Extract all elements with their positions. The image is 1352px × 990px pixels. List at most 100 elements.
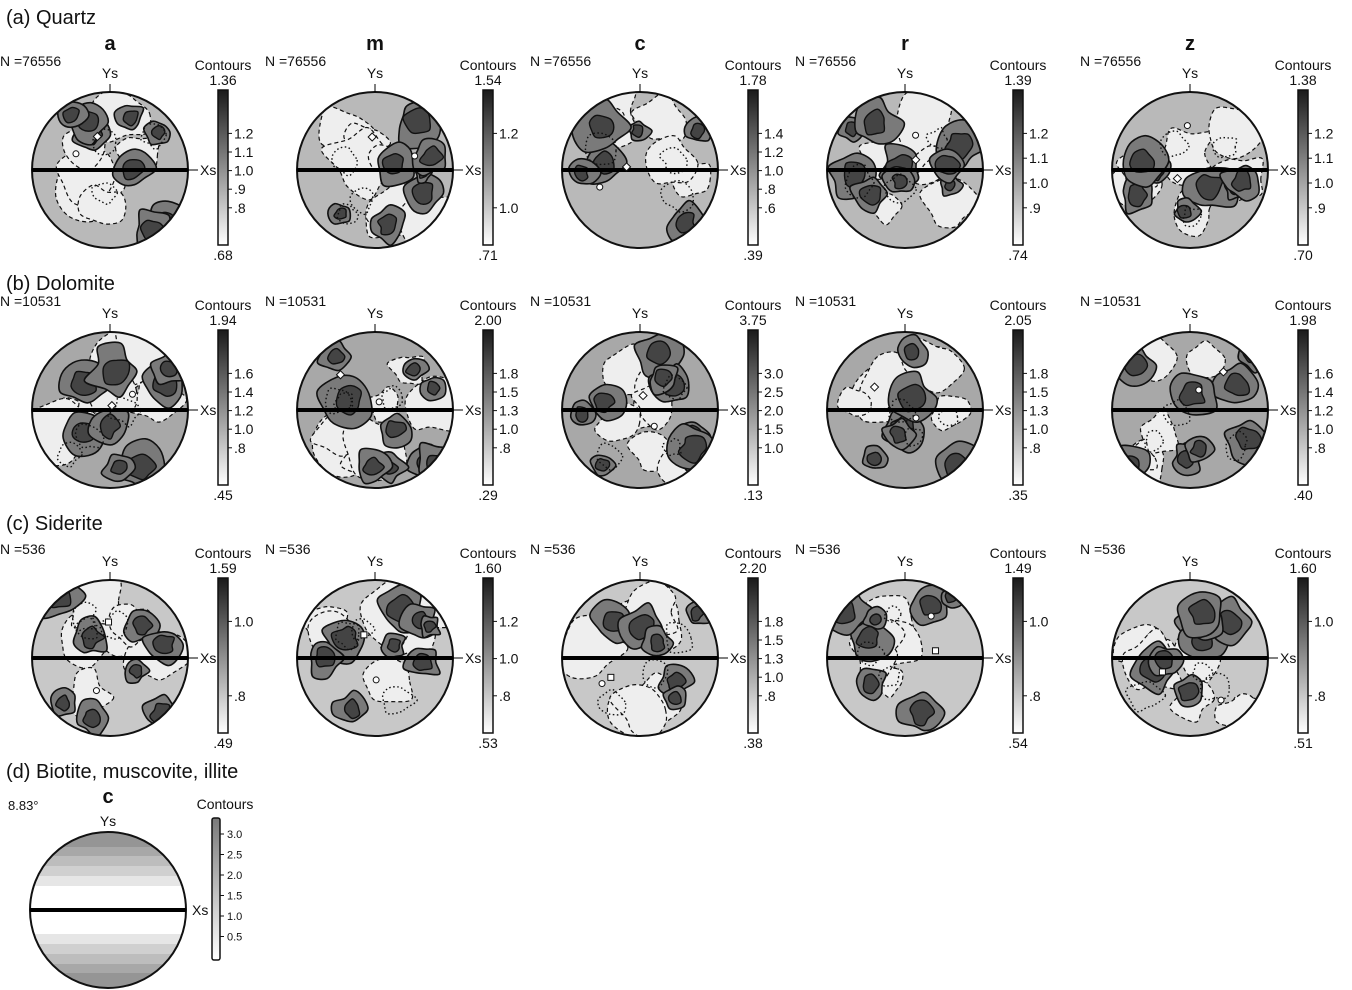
contour-colorbar bbox=[1297, 577, 1309, 734]
colorbar-max-label: 1.59 bbox=[209, 560, 236, 576]
ys-label: Ys bbox=[897, 65, 913, 81]
ys-label: Ys bbox=[632, 305, 648, 321]
xs-label: Xs bbox=[730, 650, 746, 666]
colorbar-tick-label: 1.8 bbox=[764, 613, 784, 629]
colorbar-tick-label: 1.2 bbox=[499, 613, 519, 629]
minimum-marker bbox=[1183, 122, 1191, 130]
xs-label: Xs bbox=[995, 650, 1011, 666]
contour-colorbar bbox=[747, 329, 759, 486]
minimum-marker bbox=[912, 131, 920, 139]
colorbar-tick-label: 1.0 bbox=[1029, 421, 1049, 437]
maximum-marker bbox=[92, 131, 103, 142]
minimum-marker bbox=[128, 390, 136, 398]
colorbar-tick-label: 1.0 bbox=[234, 421, 254, 437]
colorbar-max-label: 1.94 bbox=[209, 312, 236, 328]
colorbar-tick-label: 1.0 bbox=[1314, 613, 1334, 629]
minimum-marker bbox=[372, 676, 380, 684]
colorbar-tick-label: 1.4 bbox=[1314, 384, 1334, 400]
ys-label: Ys bbox=[367, 305, 383, 321]
n-count-label: N =536 bbox=[1080, 541, 1126, 557]
maximum-marker bbox=[367, 132, 377, 142]
colorbar-tick-label: .8 bbox=[234, 200, 246, 216]
colorbar-tick-label: 1.0 bbox=[1314, 421, 1334, 437]
colorbar-tick-label: 1.0 bbox=[499, 200, 519, 216]
colorbar-max-label: 1.78 bbox=[739, 72, 766, 88]
colorbar-tick-label: .9 bbox=[1029, 200, 1041, 216]
colorbar-tick-label: 1.5 bbox=[764, 421, 784, 437]
colorbar-tick-label: 1.4 bbox=[764, 125, 784, 141]
colorbar-tick-label: 1.1 bbox=[1029, 150, 1049, 166]
minimum-marker bbox=[650, 422, 658, 430]
minimum-marker bbox=[596, 183, 604, 191]
colorbar-tick-label: 1.2 bbox=[1314, 403, 1334, 419]
colorbar-max-label: 2.20 bbox=[739, 560, 766, 576]
contour-colorbar bbox=[1297, 89, 1309, 246]
minimum-marker bbox=[927, 612, 935, 620]
colorbar-tick-label: 1.2 bbox=[1029, 125, 1049, 141]
maximum-marker bbox=[1172, 173, 1183, 184]
n-count-label: N =10531 bbox=[530, 293, 591, 309]
ys-label: Ys bbox=[1182, 65, 1198, 81]
colorbar-min-label: .68 bbox=[213, 247, 233, 263]
colorbar-tick-label: 1.0 bbox=[764, 669, 784, 685]
colorbar-tick-label: 1.1 bbox=[234, 144, 254, 160]
colorbar-min-label: .54 bbox=[1008, 735, 1028, 751]
contours-label: Contours bbox=[990, 297, 1047, 313]
minimum-marker bbox=[1217, 696, 1225, 704]
ys-label: Ys bbox=[897, 553, 913, 569]
stereonet-density-fill bbox=[562, 580, 718, 736]
contour-colorbar bbox=[211, 817, 221, 961]
colorbar-tick-label: 1.6 bbox=[1314, 365, 1334, 381]
n-count-label: N =536 bbox=[795, 541, 841, 557]
minimum-marker bbox=[375, 398, 383, 406]
contours-label: Contours bbox=[460, 297, 517, 313]
colorbar-tick-label: 1.0 bbox=[764, 440, 784, 456]
maximum-marker bbox=[335, 370, 346, 380]
colorbar-tick-label: 2.5 bbox=[227, 850, 242, 862]
colorbar-tick-label: .8 bbox=[499, 440, 511, 456]
contour-colorbar bbox=[1012, 89, 1024, 246]
contours-label: Contours bbox=[990, 545, 1047, 561]
stereonet-density-fill bbox=[827, 332, 983, 488]
colorbar-tick-label: 1.2 bbox=[234, 125, 254, 141]
contours-label: Contours bbox=[460, 57, 517, 73]
contours-label: Contours bbox=[990, 57, 1047, 73]
pole-label: m bbox=[366, 33, 384, 55]
angle-label: 8.83° bbox=[8, 798, 39, 813]
contours-label: Contours bbox=[1275, 545, 1332, 561]
ys-label: Ys bbox=[102, 305, 118, 321]
n-count-label: N =76556 bbox=[1080, 53, 1141, 69]
colorbar-tick-label: 1.0 bbox=[234, 163, 254, 179]
colorbar-min-label: .35 bbox=[1008, 487, 1028, 503]
maximum-marker bbox=[932, 647, 940, 655]
colorbar-tick-label: 1.8 bbox=[1029, 365, 1049, 381]
xs-label: Xs bbox=[995, 162, 1011, 178]
ys-label: Ys bbox=[632, 553, 648, 569]
colorbar-tick-label: 1.0 bbox=[499, 421, 519, 437]
row-title: (d) Biotite, muscovite, illite bbox=[6, 761, 238, 783]
n-count-label: N =76556 bbox=[795, 53, 856, 69]
contour-colorbar bbox=[482, 89, 494, 246]
n-count-label: N =10531 bbox=[0, 293, 61, 309]
colorbar-max-label: 1.39 bbox=[1004, 72, 1031, 88]
stereonet-density-fill bbox=[32, 332, 188, 488]
xs-label: Xs bbox=[465, 402, 481, 418]
contour-colorbar bbox=[217, 89, 229, 246]
maximum-marker bbox=[1218, 367, 1229, 377]
minimum-marker bbox=[912, 414, 920, 422]
colorbar-tick-label: 1.8 bbox=[499, 365, 519, 381]
colorbar-max-label: 1.60 bbox=[474, 560, 501, 576]
pole-label: c bbox=[102, 786, 113, 808]
xs-label: Xs bbox=[1280, 650, 1296, 666]
colorbar-tick-label: 1.1 bbox=[1314, 150, 1334, 166]
contours-label: Contours bbox=[725, 57, 782, 73]
colorbar-tick-label: 1.6 bbox=[234, 365, 254, 381]
colorbar-tick-label: 1.0 bbox=[499, 651, 519, 667]
stereonet-density-fill bbox=[562, 92, 718, 248]
minimum-marker bbox=[1195, 386, 1203, 394]
colorbar-tick-label: .8 bbox=[764, 181, 776, 197]
row-title: (c) Siderite bbox=[6, 513, 103, 535]
minimum-marker bbox=[411, 152, 419, 160]
ys-label: Ys bbox=[1182, 553, 1198, 569]
colorbar-min-label: .40 bbox=[1293, 487, 1313, 503]
